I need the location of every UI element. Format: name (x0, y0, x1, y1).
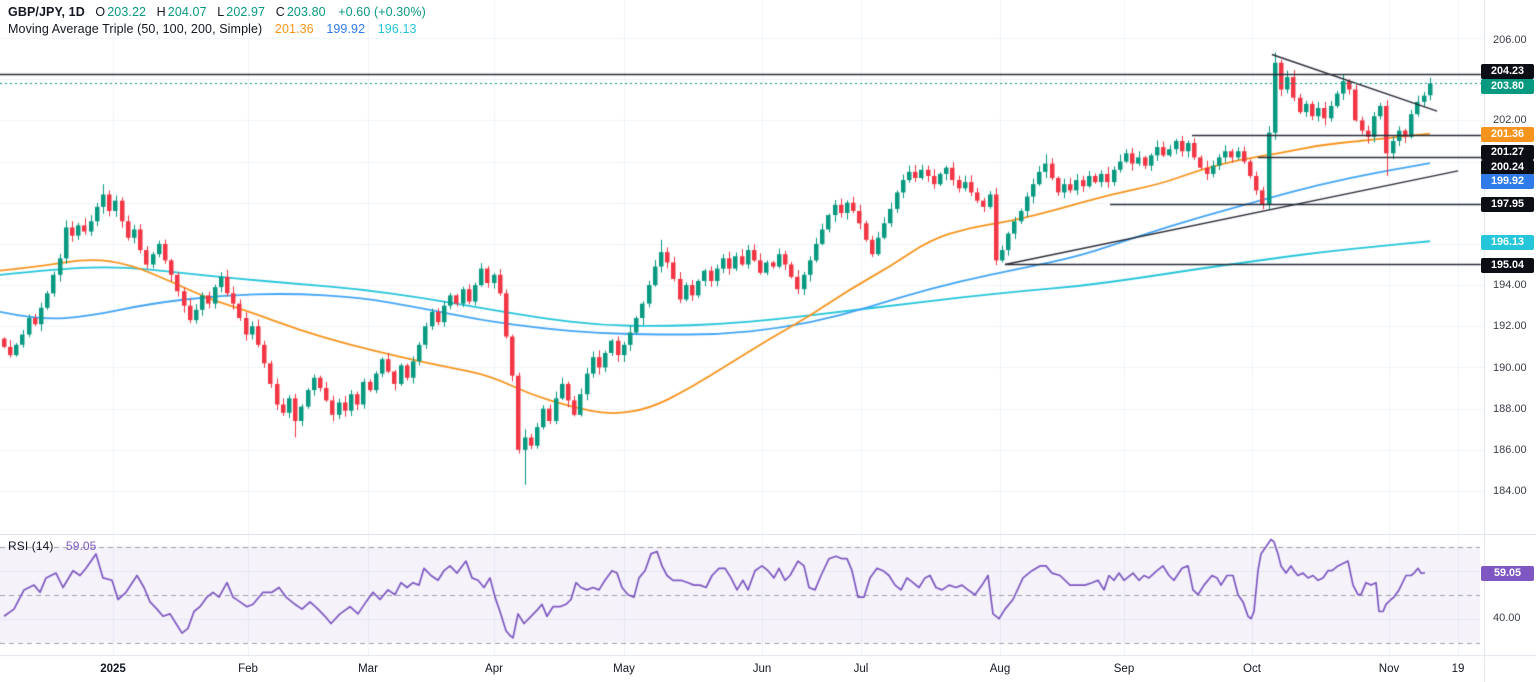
time-axis-label: Sep (1113, 663, 1135, 675)
ma-indicator-title: Moving Average Triple (50, 100, 200, Sim… (8, 22, 263, 36)
ma200-value: 196.13 (377, 22, 417, 36)
price-axis-badge: 203.80 (1481, 78, 1534, 94)
time-axis-label: May (613, 663, 635, 675)
time-axis-label: 19 (1451, 663, 1465, 675)
price-axis-badge: 197.95 (1481, 196, 1534, 212)
price-axis-label: 194.00 (1493, 279, 1527, 291)
time-axis-label: Feb (238, 663, 258, 675)
high-label: H (156, 5, 166, 19)
time-axis-label: Jun (752, 663, 772, 675)
ma50-value: 201.36 (274, 22, 314, 36)
time-axis-label: Nov (1378, 663, 1400, 675)
price-axis-badge: 201.36 (1481, 126, 1534, 142)
ma-legend-row[interactable]: Moving Average Triple (50, 100, 200, Sim… (8, 22, 417, 36)
open-label: O (95, 5, 106, 19)
price-axis-label: 188.00 (1493, 403, 1527, 415)
pane-separator[interactable] (0, 534, 1536, 535)
time-axis-label: Oct (1243, 663, 1261, 675)
low-label: L (217, 5, 225, 19)
low-value: 202.97 (226, 5, 266, 19)
high-value: 204.07 (167, 5, 207, 19)
price-axis-label: 192.00 (1493, 320, 1527, 332)
price-axis-badge: 204.23 (1481, 63, 1534, 79)
open-value: 203.22 (107, 5, 147, 19)
price-axis-badge: 200.24 (1481, 159, 1534, 175)
rsi-legend-row[interactable]: RSI (14) 59.05 (8, 539, 96, 553)
time-axis-label: 2025 (100, 663, 126, 675)
price-axis-label: 206.00 (1493, 34, 1527, 46)
price-axis-label: 184.00 (1493, 485, 1527, 497)
price-axis-badge: 196.13 (1481, 234, 1534, 250)
price-axis-badge: 201.27 (1481, 144, 1534, 160)
symbol-title: GBP/JPY, 1D (8, 5, 85, 19)
time-axis-label: Jul (853, 663, 869, 675)
change-value: +0.60 (+0.30%) (338, 5, 426, 19)
price-axis-badge: 195.04 (1481, 257, 1534, 273)
rsi-value: 59.05 (65, 539, 97, 553)
price-axis-label: 186.00 (1493, 444, 1527, 456)
price-axis-badge: 59.05 (1481, 565, 1534, 581)
price-axis-label: 202.00 (1493, 114, 1527, 126)
time-axis-label: Apr (485, 663, 503, 675)
symbol-legend-row[interactable]: GBP/JPY, 1D O 203.22 H 204.07 L 202.97 C 203… (8, 5, 426, 19)
ma100-value: 199.92 (326, 22, 366, 36)
time-axis-label: Mar (358, 663, 378, 675)
close-value: 203.80 (286, 5, 326, 19)
rsi-indicator-title: RSI (14) (8, 539, 54, 553)
time-axis-label: Aug (989, 663, 1011, 675)
close-label: C (275, 5, 285, 19)
price-axis-label: 190.00 (1493, 362, 1527, 374)
rsi-axis-label: 40.00 (1493, 612, 1521, 624)
price-axis-badge: 199.92 (1481, 173, 1534, 189)
